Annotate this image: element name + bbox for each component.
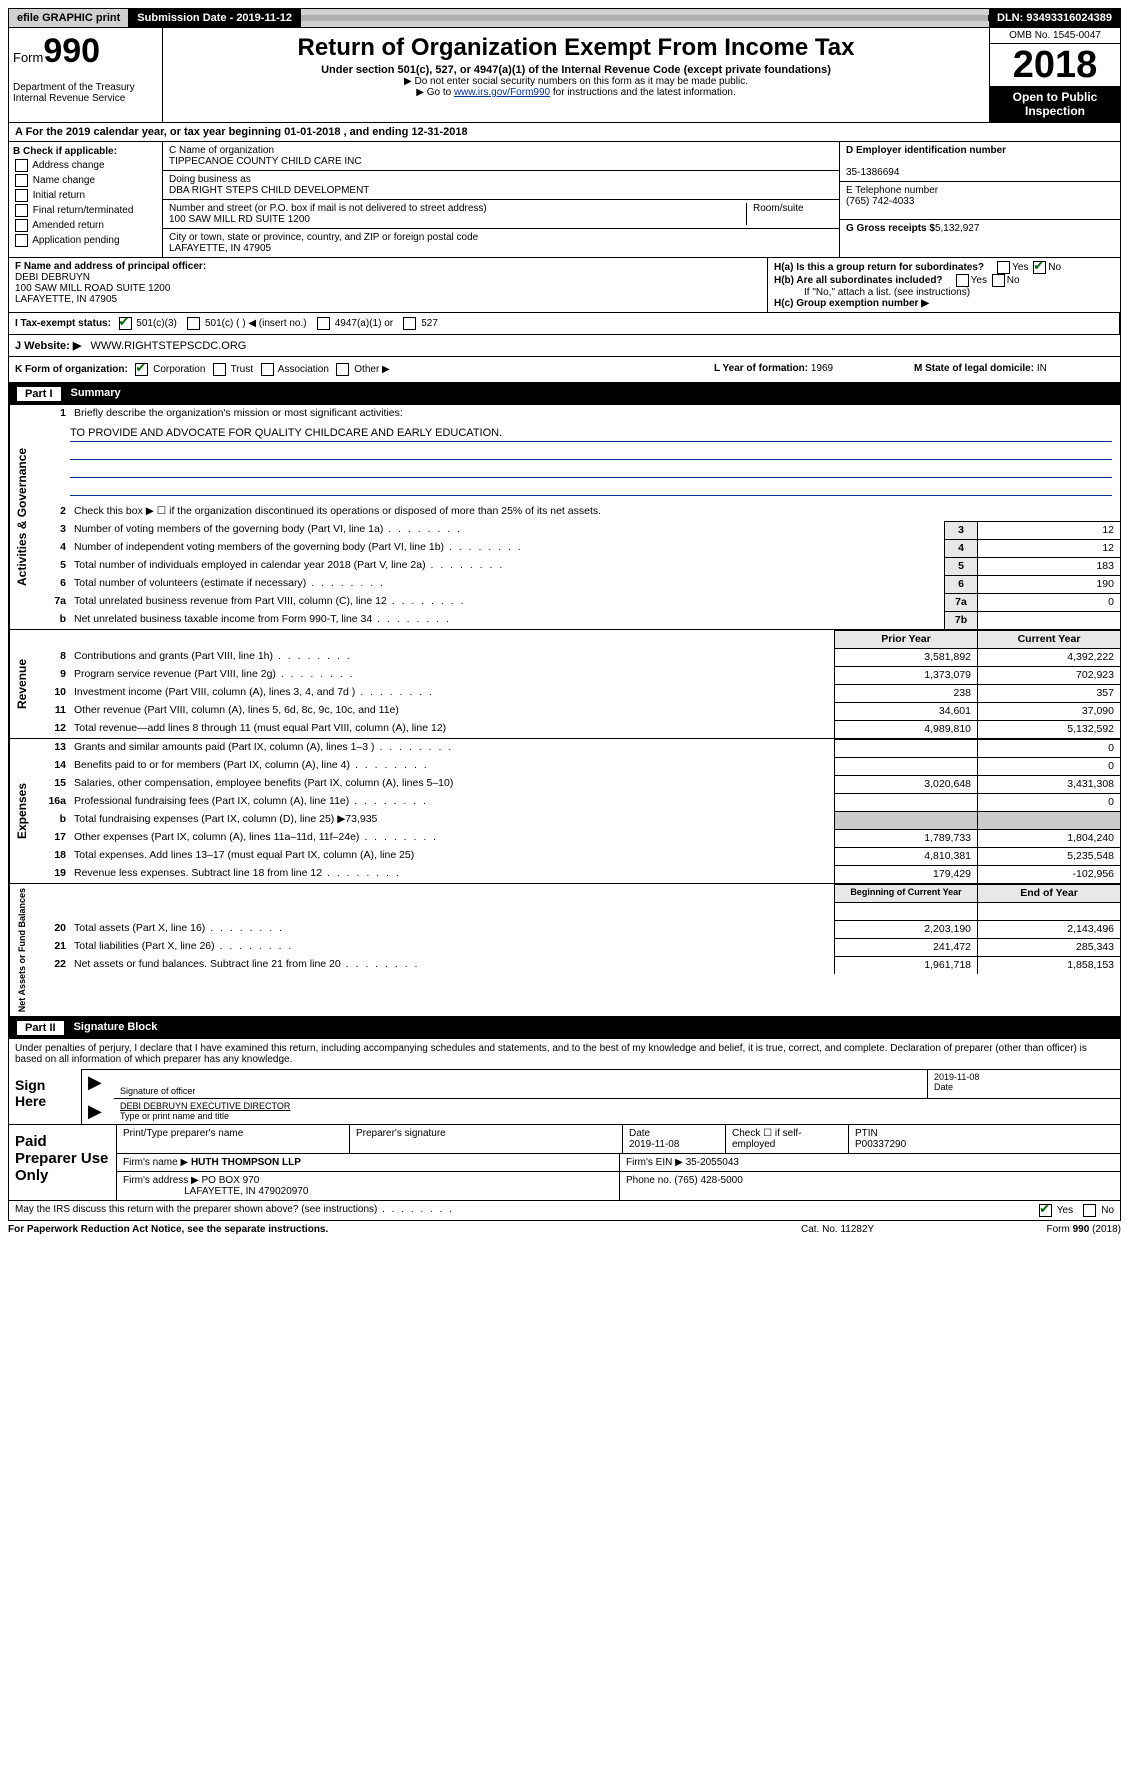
cb-corp[interactable] <box>135 363 148 376</box>
dba-cell: Doing business as DBA RIGHT STEPS CHILD … <box>163 171 839 200</box>
submission-date: Submission Date - 2019-11-12 <box>129 9 301 27</box>
ein-cell: D Employer identification number 35-1386… <box>840 142 1120 182</box>
cb-initial-return[interactable]: Initial return <box>13 189 158 202</box>
section-bcd: B Check if applicable: Address change Na… <box>8 142 1121 258</box>
cb-amended[interactable]: Amended return <box>13 219 158 232</box>
dln: DLN: 93493316024389 <box>989 9 1120 27</box>
netassets-section: Net Assets or Fund Balances Beginning of… <box>8 884 1121 1017</box>
discuss-row: May the IRS discuss this return with the… <box>8 1201 1121 1221</box>
top-bar: efile GRAPHIC print Submission Date - 20… <box>8 8 1121 28</box>
telephone-cell: E Telephone number (765) 742-4033 <box>840 182 1120 220</box>
row-a-tax-year: A For the 2019 calendar year, or tax yea… <box>8 123 1121 142</box>
cb-501c3[interactable] <box>119 317 132 330</box>
org-name-cell: C Name of organization TIPPECANOE COUNTY… <box>163 142 839 171</box>
irs-label: Internal Revenue Service <box>13 93 158 104</box>
group-return: H(a) Is this a group return for subordin… <box>768 258 1120 312</box>
perjury-text: Under penalties of perjury, I declare th… <box>9 1039 1120 1069</box>
col-b-checkboxes: B Check if applicable: Address change Na… <box>9 142 163 257</box>
mission-text: TO PROVIDE AND ADVOCATE FOR QUALITY CHIL… <box>34 423 1120 503</box>
cb-app-pending[interactable]: Application pending <box>13 234 158 247</box>
gross-receipts-cell: G Gross receipts $5,132,927 <box>840 220 1120 257</box>
part1-header: Part I Summary <box>8 383 1121 405</box>
paid-label: Paid Preparer Use Only <box>9 1125 116 1200</box>
cb-527[interactable] <box>403 317 416 330</box>
principal-officer: F Name and address of principal officer:… <box>9 258 768 312</box>
cb-name-change[interactable]: Name change <box>13 174 158 187</box>
city-cell: City or town, state or province, country… <box>163 229 839 257</box>
cb-discuss-yes[interactable] <box>1039 1204 1052 1217</box>
sign-here-label: Sign Here <box>9 1069 81 1124</box>
omb-number: OMB No. 1545-0047 <box>990 28 1120 44</box>
form-ref: Form 990 (2018) <box>981 1224 1121 1235</box>
cb-501c[interactable] <box>187 317 200 330</box>
revenue-section: Revenue Prior YearCurrent Year 8Contribu… <box>8 630 1121 739</box>
footer: For Paperwork Reduction Act Notice, see … <box>8 1221 1121 1238</box>
form-title: Return of Organization Exempt From Incom… <box>167 34 985 62</box>
form-subtitle: Under section 501(c), 527, or 4947(a)(1)… <box>167 64 985 76</box>
row-fh: F Name and address of principal officer:… <box>8 258 1121 313</box>
side-label-exp: Expenses <box>9 739 34 883</box>
top-bar-spacer <box>301 15 989 21</box>
form-header: Form990 Department of the Treasury Inter… <box>8 28 1121 123</box>
signature-section: Under penalties of perjury, I declare th… <box>8 1039 1121 1125</box>
paid-preparer-section: Paid Preparer Use Only Print/Type prepar… <box>8 1125 1121 1201</box>
row-i: I Tax-exempt status: 501(c)(3) 501(c) ( … <box>8 313 1121 335</box>
address-cell: Number and street (or P.O. box if mail i… <box>163 200 839 229</box>
note-ssn: ▶ Do not enter social security numbers o… <box>167 76 985 87</box>
cb-other[interactable] <box>336 363 349 376</box>
form-number: Form990 <box>13 32 158 71</box>
irs-link[interactable]: www.irs.gov/Form990 <box>454 87 550 98</box>
efile-label[interactable]: efile GRAPHIC print <box>9 9 129 27</box>
dept-treasury: Department of the Treasury <box>13 82 158 93</box>
side-label-na: Net Assets or Fund Balances <box>9 884 34 1016</box>
cb-assoc[interactable] <box>261 363 274 376</box>
activities-governance: Activities & Governance 1Briefly describ… <box>8 405 1121 630</box>
side-label-ag: Activities & Governance <box>9 405 34 629</box>
note-link: ▶ Go to www.irs.gov/Form990 for instruct… <box>167 87 985 98</box>
open-inspection: Open to Public Inspection <box>990 86 1120 122</box>
cb-final-return[interactable]: Final return/terminated <box>13 204 158 217</box>
row-klm: K Form of organization: Corporation Trus… <box>8 357 1121 383</box>
cb-4947[interactable] <box>317 317 330 330</box>
tax-year: 2018 <box>990 44 1120 86</box>
expenses-section: Expenses 13Grants and similar amounts pa… <box>8 739 1121 884</box>
side-label-rev: Revenue <box>9 630 34 738</box>
part2-header: Part II Signature Block <box>8 1017 1121 1039</box>
cb-trust[interactable] <box>213 363 226 376</box>
row-j-website: J Website: ▶ WWW.RIGHTSTEPSCDC.ORG <box>8 335 1121 357</box>
cb-discuss-no[interactable] <box>1083 1204 1096 1217</box>
cb-address-change[interactable]: Address change <box>13 159 158 172</box>
